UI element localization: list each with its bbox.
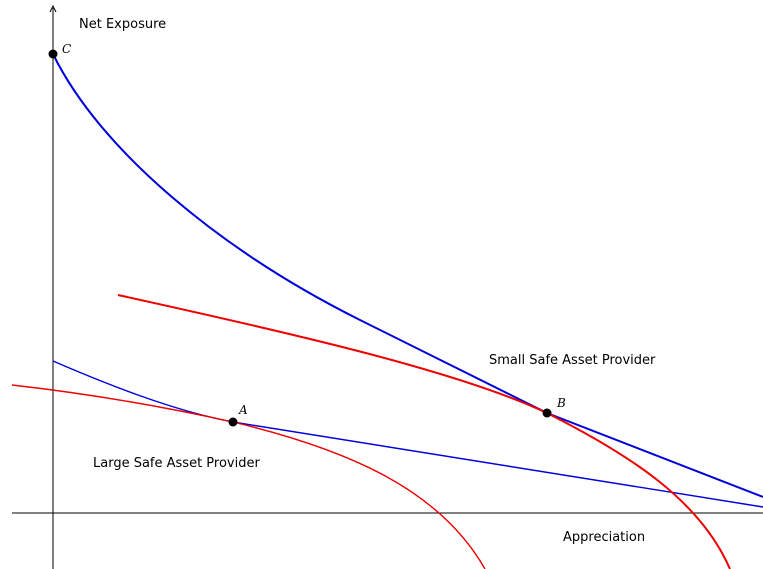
point-c-label: C xyxy=(62,42,71,56)
small-provider-label: Small Safe Asset Provider xyxy=(489,353,656,368)
y-axis-arrow xyxy=(49,4,57,13)
y-axis-label: Net Exposure xyxy=(79,17,166,32)
small-provider-blue-curve xyxy=(52,53,763,498)
large-provider-blue-line xyxy=(52,360,763,508)
large-provider-red-curve xyxy=(11,384,486,569)
large-provider-label: Large Safe Asset Provider xyxy=(93,456,260,471)
x-axis-label: Appreciation xyxy=(563,530,645,545)
point-a xyxy=(228,417,238,427)
point-b xyxy=(542,408,552,418)
small-provider-red-curve xyxy=(117,294,731,569)
point-a-label: A xyxy=(238,403,248,417)
point-b-label: B xyxy=(556,396,566,410)
point-c xyxy=(48,49,58,59)
